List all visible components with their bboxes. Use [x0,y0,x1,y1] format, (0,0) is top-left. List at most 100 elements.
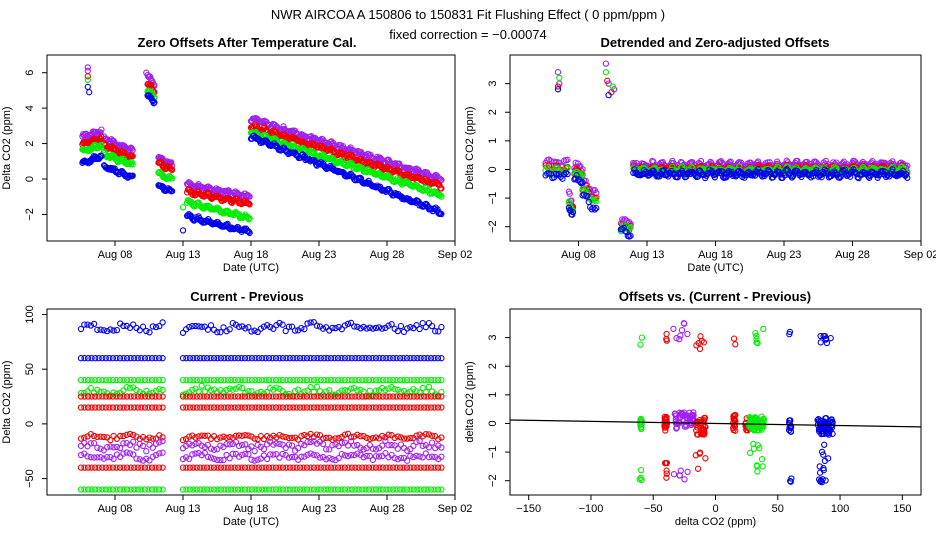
point-red [95,464,102,471]
point-purple [103,454,111,461]
point-purple [133,444,140,451]
panel-title: Detrended and Zero-adjusted Offsets [601,35,830,50]
point-red [113,404,120,411]
point-green [627,224,634,231]
point-red [210,393,218,400]
point-green [383,376,390,384]
point-red [372,434,380,441]
point-blue [252,355,259,362]
point-purple [416,437,423,445]
point-green [113,486,120,493]
point-red [696,345,704,353]
point-red [413,432,420,439]
point-blue [416,325,423,333]
point-red [314,393,321,400]
point-purple [432,453,439,461]
point-purple [90,440,98,447]
point-green [148,486,156,493]
point-red [376,393,383,400]
point-red [81,393,88,400]
point-red [421,404,428,411]
point-red [262,404,269,411]
point-blue [821,441,828,448]
point-red [234,404,242,411]
point-red [245,404,252,411]
point-red [365,464,373,471]
point-blue [239,323,246,330]
point-red [345,404,352,411]
point-blue [288,323,296,330]
point-green [168,175,176,182]
point-green [331,376,338,384]
point-red [147,81,154,88]
point-purple [263,455,271,463]
point-purple [307,438,314,446]
point-red [323,434,330,442]
point-red [324,393,331,400]
point-green [106,376,113,384]
point-green [286,376,293,384]
point-red [81,404,88,411]
point-green [94,386,101,393]
point-red [326,434,333,441]
point-purple [117,453,124,461]
point-purple [226,455,233,462]
point-green [262,376,269,384]
point-blue [396,355,404,362]
point-green [579,171,586,178]
point-green [269,376,276,384]
point-red [238,393,245,400]
point-green [203,486,211,493]
point-red [92,404,99,411]
point-green [303,376,311,384]
point-red [427,464,435,471]
point-red [134,464,141,471]
point-red [400,404,407,411]
point-red [123,431,130,438]
point-red [159,393,166,400]
x-tick-label: 100 [831,503,849,515]
point-green [190,376,197,384]
point-blue [397,322,405,330]
point-blue [242,325,249,332]
point-green [365,486,373,493]
point-red [693,342,700,349]
point-red [99,393,106,400]
point-blue [341,322,349,329]
point-green [383,486,390,493]
point-green [638,425,645,433]
point-purple [681,476,688,483]
y-tick-label: 0 [24,176,36,182]
point-green [348,486,355,493]
point-green [198,382,205,389]
point-red [97,433,104,440]
point-red [348,464,355,471]
point-red [276,393,283,400]
point-green [131,376,138,384]
point-green [296,376,304,384]
y-tick-label: −1 [487,446,499,459]
point-blue [198,323,205,330]
point-red [307,464,314,471]
point-red [354,431,361,438]
y-tick-label: −2 [487,220,499,233]
point-red [295,436,302,443]
point-blue [307,319,314,326]
point-blue [159,355,166,362]
point-red [130,431,137,439]
point-red [414,464,421,471]
point-blue [307,355,314,362]
point-purple [110,455,117,463]
point-green [310,388,317,396]
point-purple [279,450,286,458]
point-blue [407,355,414,362]
point-red [217,404,225,411]
point-red [396,404,404,411]
point-red [362,404,369,411]
point-blue [221,355,228,362]
point-purple [394,445,401,452]
point-red [100,433,107,441]
point-red [422,431,429,438]
point-green [400,376,407,384]
point-green [200,376,207,384]
